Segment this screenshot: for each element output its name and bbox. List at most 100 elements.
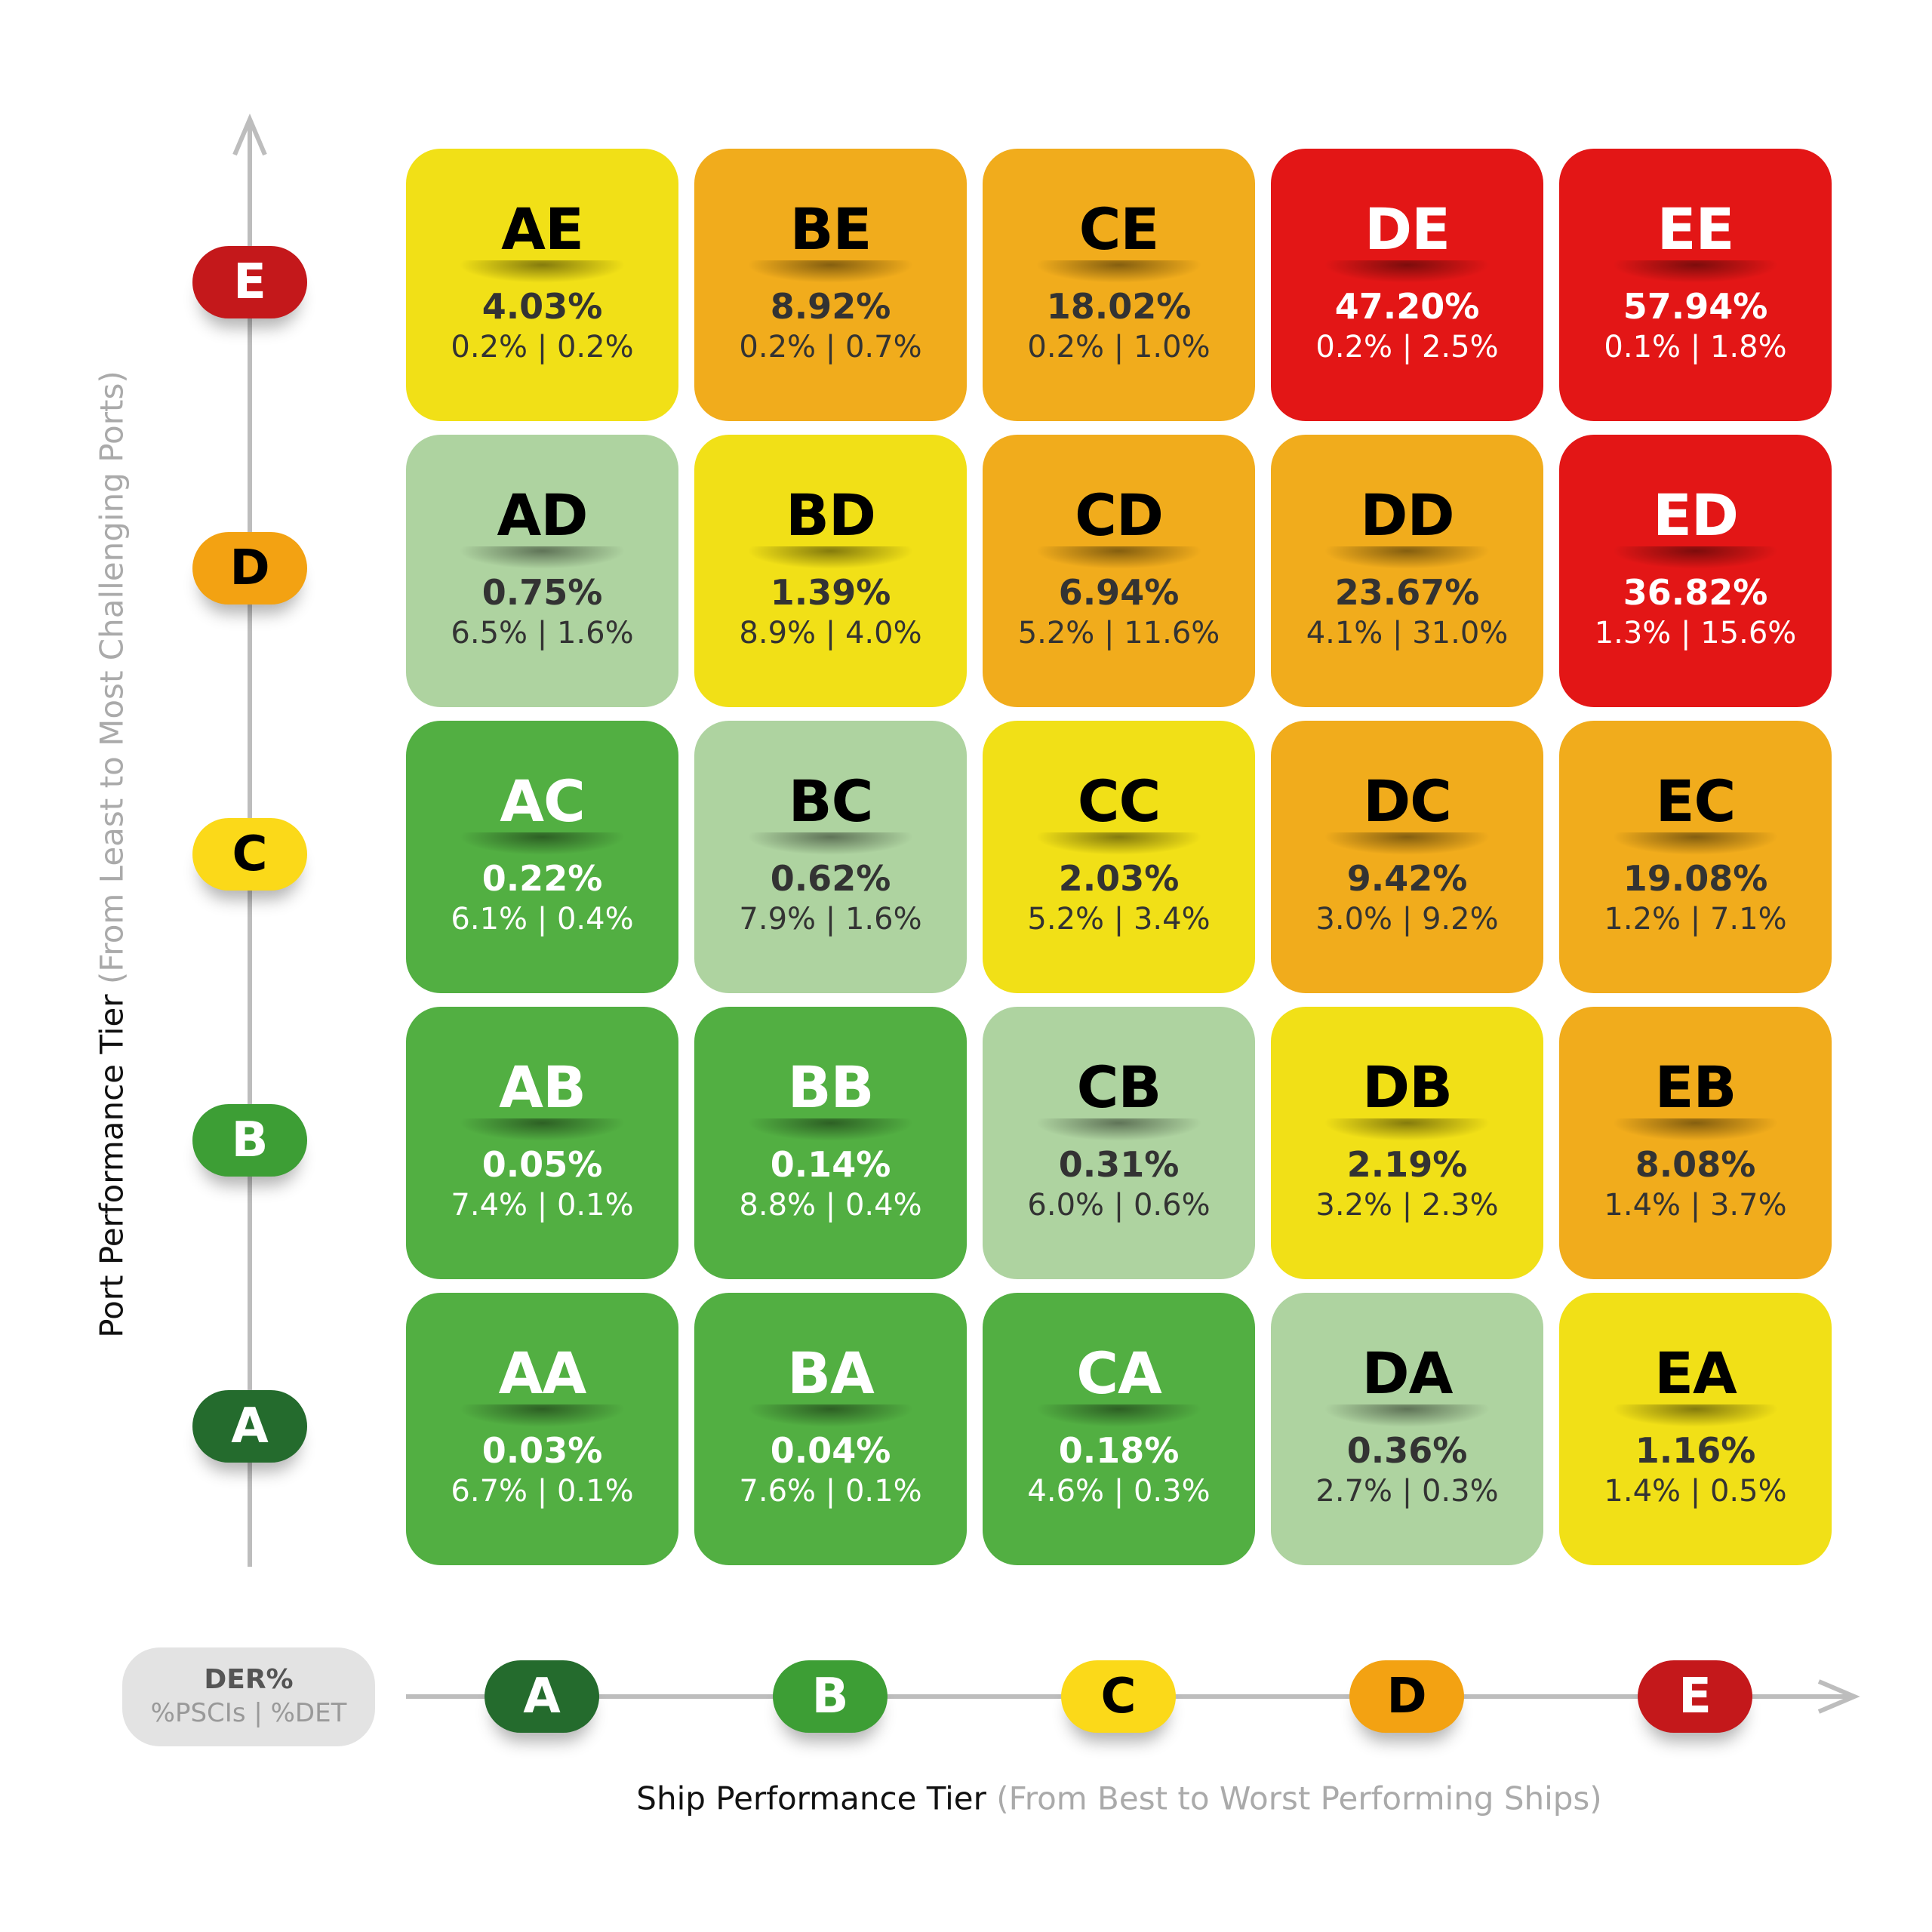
cell-der-value: 2.19%: [1346, 1144, 1468, 1185]
cell-divider-shadow: [747, 1118, 914, 1141]
cell-code: AB: [499, 1054, 586, 1121]
cell-psci-det-values: 0.2% | 0.2%: [451, 330, 634, 365]
cell-divider-shadow: [1324, 1404, 1491, 1427]
cell-divider-shadow: [1035, 1118, 1202, 1141]
cell-code: DD: [1360, 481, 1454, 549]
y-tier-badge-a: A: [192, 1390, 307, 1463]
heatmap-cell-cb: CB 0.31% 6.0% | 0.6%: [983, 1007, 1255, 1279]
cell-code: EB: [1654, 1054, 1737, 1121]
cell-der-value: 0.75%: [481, 572, 603, 613]
cell-der-value: 8.92%: [770, 286, 891, 327]
cell-der-value: 23.67%: [1334, 572, 1480, 613]
cell-code: DB: [1361, 1054, 1453, 1121]
y-tier-badge-c: C: [192, 818, 307, 891]
heatmap-cell-bb: BB 0.14% 8.8% | 0.4%: [694, 1007, 967, 1279]
cell-der-value: 9.42%: [1346, 858, 1468, 899]
heatmap-cell-eb: EB 8.08% 1.4% | 3.7%: [1559, 1007, 1832, 1279]
cell-divider-shadow: [1035, 1404, 1202, 1427]
cell-der-value: 0.03%: [481, 1430, 603, 1471]
cell-divider-shadow: [459, 260, 626, 283]
cell-code: BC: [788, 768, 874, 835]
cell-divider-shadow: [747, 1404, 914, 1427]
cell-psci-det-values: 0.2% | 1.0%: [1027, 330, 1211, 365]
cell-divider-shadow: [1035, 260, 1202, 283]
heatmap-cell-ed: ED 36.82% 1.3% | 15.6%: [1559, 435, 1832, 707]
cell-psci-det-values: 6.5% | 1.6%: [451, 616, 634, 651]
cell-psci-det-values: 8.8% | 0.4%: [739, 1188, 922, 1223]
y-axis-label-note: (From Least to Most Challenging Ports): [93, 371, 131, 985]
heatmap-cell-ac: AC 0.22% 6.1% | 0.4%: [406, 721, 678, 993]
cell-psci-det-values: 5.2% | 3.4%: [1027, 902, 1211, 937]
cell-code: EC: [1655, 768, 1737, 835]
heatmap-cell-ec: EC 19.08% 1.2% | 7.1%: [1559, 721, 1832, 993]
cell-divider-shadow: [459, 546, 626, 569]
cell-psci-det-values: 6.0% | 0.6%: [1027, 1188, 1211, 1223]
heatmap-cell-bc: BC 0.62% 7.9% | 1.6%: [694, 721, 967, 993]
cell-divider-shadow: [1612, 1118, 1779, 1141]
y-axis-arrow-icon: [232, 113, 267, 156]
heatmap-cell-ae: AE 4.03% 0.2% | 0.2%: [406, 149, 678, 421]
cell-code: ED: [1652, 481, 1739, 549]
heatmap-cell-ee: EE 57.94% 0.1% | 1.8%: [1559, 149, 1832, 421]
cell-code: AC: [500, 768, 586, 835]
y-tier-badge-d: D: [192, 532, 307, 605]
cell-code: CB: [1076, 1054, 1162, 1121]
heatmap-cell-ea: EA 1.16% 1.4% | 0.5%: [1559, 1293, 1832, 1565]
y-tier-badge-b: B: [192, 1104, 307, 1177]
cell-psci-det-values: 0.1% | 1.8%: [1604, 330, 1787, 365]
cell-code: CC: [1077, 768, 1161, 835]
cell-psci-det-values: 7.6% | 0.1%: [739, 1474, 922, 1509]
cell-divider-shadow: [1035, 832, 1202, 855]
cell-der-value: 0.18%: [1058, 1430, 1180, 1471]
cell-divider-shadow: [1324, 1118, 1491, 1141]
cell-der-value: 18.02%: [1046, 286, 1192, 327]
cell-der-value: 1.39%: [770, 572, 891, 613]
legend-title: DER%: [204, 1664, 294, 1695]
heatmap-cell-ca: CA 0.18% 4.6% | 0.3%: [983, 1293, 1255, 1565]
heatmap-cell-aa: AA 0.03% 6.7% | 0.1%: [406, 1293, 678, 1565]
cell-code: AD: [497, 481, 589, 549]
heatmap-cell-dd: DD 23.67% 4.1% | 31.0%: [1271, 435, 1543, 707]
cell-divider-shadow: [459, 1404, 626, 1427]
heatmap-cell-da: DA 0.36% 2.7% | 0.3%: [1271, 1293, 1543, 1565]
heatmap-cell-ba: BA 0.04% 7.6% | 0.1%: [694, 1293, 967, 1565]
x-axis-label-note: (From Best to Worst Performing Ships): [996, 1780, 1602, 1817]
cell-code: CE: [1078, 195, 1160, 263]
cell-der-value: 57.94%: [1623, 286, 1768, 327]
cell-code: DC: [1363, 768, 1452, 835]
heatmap-cell-db: DB 2.19% 3.2% | 2.3%: [1271, 1007, 1543, 1279]
heatmap-cell-bd: BD 1.39% 8.9% | 4.0%: [694, 435, 967, 707]
cell-psci-det-values: 1.4% | 0.5%: [1604, 1474, 1787, 1509]
cell-der-value: 0.62%: [770, 858, 891, 899]
cell-code: BB: [787, 1054, 875, 1121]
cell-divider-shadow: [1612, 546, 1779, 569]
cell-der-value: 0.22%: [481, 858, 603, 899]
cell-divider-shadow: [459, 832, 626, 855]
cell-der-value: 0.05%: [481, 1144, 603, 1185]
x-tier-badge-c: C: [1061, 1660, 1176, 1733]
y-tier-badge-e: E: [192, 246, 307, 318]
cell-divider-shadow: [1324, 260, 1491, 283]
cell-divider-shadow: [1612, 260, 1779, 283]
cell-code: BA: [787, 1340, 875, 1407]
x-axis-label: Ship Performance Tier: [636, 1780, 986, 1817]
cell-divider-shadow: [747, 260, 914, 283]
cell-psci-det-values: 7.9% | 1.6%: [739, 902, 922, 937]
cell-psci-det-values: 3.0% | 9.2%: [1315, 902, 1499, 937]
x-tier-badge-e: E: [1638, 1660, 1752, 1733]
heatmap-cell-de: DE 47.20% 0.2% | 2.5%: [1271, 149, 1543, 421]
cell-psci-det-values: 8.9% | 4.0%: [739, 616, 922, 651]
cell-psci-det-values: 6.7% | 0.1%: [451, 1474, 634, 1509]
cell-code: DE: [1364, 195, 1451, 263]
cell-psci-det-values: 1.2% | 7.1%: [1604, 902, 1787, 937]
cell-der-value: 0.04%: [770, 1430, 891, 1471]
cell-psci-det-values: 0.2% | 2.5%: [1315, 330, 1499, 365]
cell-der-value: 2.03%: [1058, 858, 1180, 899]
cell-divider-shadow: [747, 546, 914, 569]
cell-psci-det-values: 1.3% | 15.6%: [1594, 616, 1797, 651]
cell-psci-det-values: 6.1% | 0.4%: [451, 902, 634, 937]
cell-code: BE: [789, 195, 872, 263]
cell-der-value: 4.03%: [481, 286, 603, 327]
cell-divider-shadow: [459, 1118, 626, 1141]
x-tier-badge-d: D: [1349, 1660, 1464, 1733]
